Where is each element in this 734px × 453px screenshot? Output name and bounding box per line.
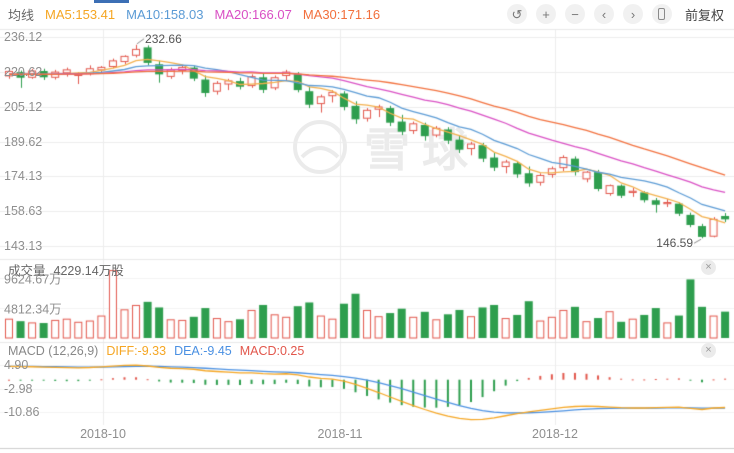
- price-annotation: 232.66: [145, 31, 182, 46]
- zoom-out-icon: −: [571, 6, 579, 22]
- pan-right-button[interactable]: ›: [622, 4, 643, 24]
- volume-current-value: 4229.14万股: [53, 264, 124, 278]
- ma-legend-title: 均线: [8, 7, 35, 23]
- macd-axis-label: -10.86: [4, 405, 40, 420]
- zoom-out-button[interactable]: −: [564, 4, 585, 24]
- reset-zoom-icon: ↺: [511, 6, 523, 22]
- close-macd-pane-button[interactable]: ×: [701, 343, 716, 358]
- price-axis-label: 205.12: [4, 99, 43, 114]
- price-axis-label: 236.12: [4, 30, 43, 44]
- close-volume-pane-button[interactable]: ×: [701, 260, 716, 275]
- macd-pane-title: MACD (12,26,9): [8, 344, 99, 358]
- ma-legend-bar: 均线 MA5:153.41 MA10:158.03 MA20:166.07 MA…: [0, 0, 734, 28]
- price-axis-label: 143.13: [4, 239, 43, 254]
- chevron-left-icon: ‹: [601, 6, 607, 22]
- macd-diff-value: DIFF:-9.33: [106, 344, 167, 358]
- ma10-value: MA10:158.03: [126, 6, 204, 22]
- zoom-in-button[interactable]: +: [535, 4, 556, 24]
- macd-dea-value: DEA:-9.45: [174, 344, 232, 358]
- x-axis-label: 2018-10: [80, 427, 126, 441]
- volume-pane-header: 成交量 4229.14万股: [8, 260, 124, 279]
- ma20-value: MA20:166.07: [214, 6, 292, 22]
- volume-axis-label: 4812.34万: [4, 302, 62, 317]
- macd-hist-value: MACD:0.25: [239, 344, 305, 358]
- macd-axis-label: 4.90: [4, 358, 29, 373]
- price-axis-label: 220.62: [4, 64, 43, 79]
- active-tab-indicator: [94, 0, 129, 3]
- adjust-mode-toggle[interactable]: 前复权: [684, 7, 724, 23]
- phone-view-button[interactable]: [651, 4, 672, 24]
- x-axis-label: 2018-11: [317, 427, 363, 441]
- price-annotation: 146.59: [656, 236, 693, 251]
- volume-axis-label: 9624.67万: [4, 272, 62, 287]
- macd-axis-label: -2.98: [4, 381, 33, 396]
- price-axis-label: 189.62: [4, 134, 43, 149]
- zoom-in-icon: +: [542, 6, 550, 22]
- chevron-right-icon: ›: [630, 6, 636, 22]
- pan-left-button[interactable]: ‹: [593, 4, 614, 24]
- macd-pane-header: MACD (12,26,9) DIFF:-9.33 DEA:-9.45 MACD…: [8, 344, 304, 358]
- ma30-value: MA30:171.16: [302, 6, 381, 22]
- x-axis-label: 2018-12: [532, 427, 578, 441]
- price-axis-label: 174.13: [4, 169, 43, 184]
- phone-icon: [658, 8, 666, 20]
- price-axis-label: 158.63: [4, 204, 43, 219]
- volume-pane-title: 成交量: [8, 264, 46, 278]
- reset-zoom-button[interactable]: ↺: [506, 4, 527, 24]
- chart-toolbar: ↺ + − ‹ › 前复权: [506, 4, 734, 24]
- ma5-value: MA5:153.41: [45, 6, 116, 22]
